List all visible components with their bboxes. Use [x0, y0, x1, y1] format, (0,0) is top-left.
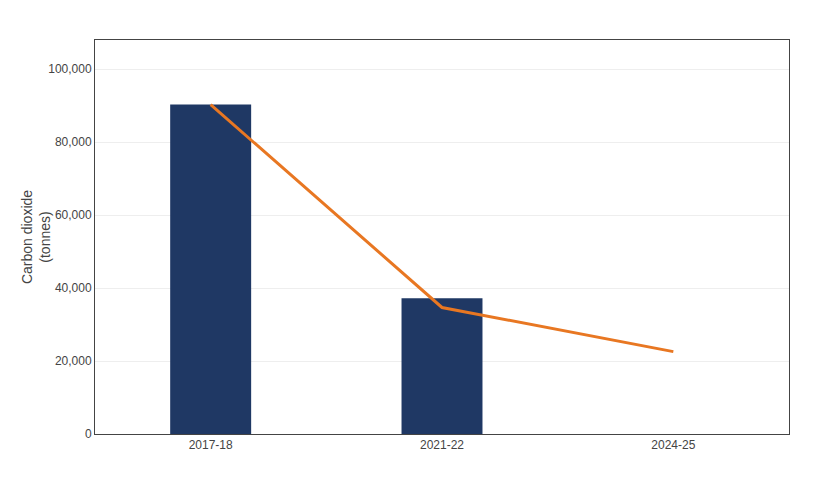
svg-text:60,000: 60,000	[55, 208, 92, 222]
svg-text:40,000: 40,000	[55, 281, 92, 295]
svg-text:80,000: 80,000	[55, 135, 92, 149]
svg-text:20,000: 20,000	[55, 354, 92, 368]
svg-text:100,000: 100,000	[48, 62, 92, 76]
svg-text:Carbon dioxide(tonnes): Carbon dioxide(tonnes)	[19, 190, 53, 284]
svg-text:0: 0	[85, 427, 92, 441]
svg-text:2021-22: 2021-22	[420, 438, 464, 452]
svg-text:2017-18: 2017-18	[189, 438, 233, 452]
svg-text:2024-25: 2024-25	[651, 438, 695, 452]
